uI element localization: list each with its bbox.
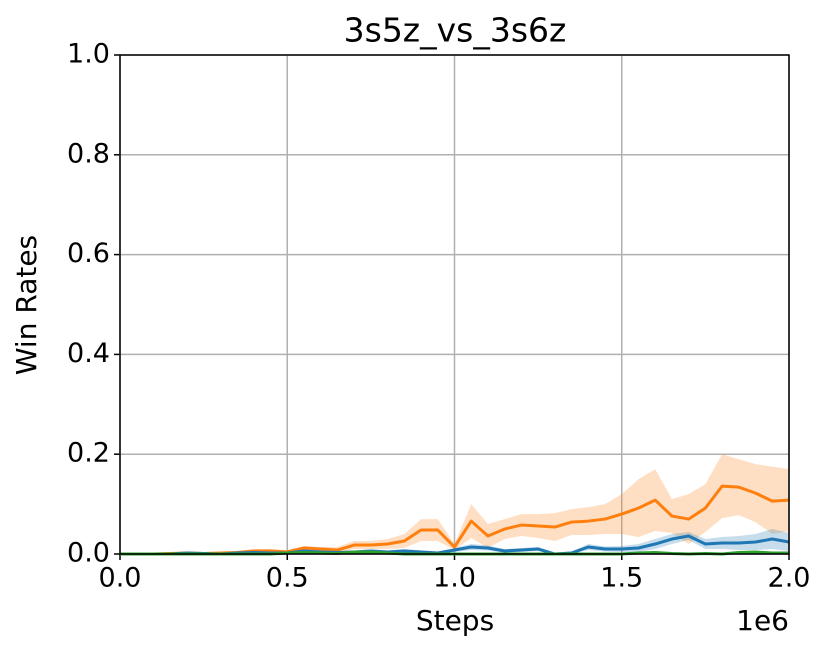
x-tick-label: 0.5 [266, 563, 309, 594]
chart-title: 3s5z_vs_3s6z [344, 11, 567, 50]
x-tick-label: 1.5 [600, 563, 643, 594]
x-tick-label: 1.0 [433, 563, 476, 594]
y-tick-label: 0.0 [67, 538, 110, 569]
x-offset-label: 1e6 [736, 604, 789, 637]
confidence-band [120, 454, 789, 554]
y-tick-label: 0.2 [67, 438, 110, 469]
y-tick-label: 0.8 [67, 138, 110, 169]
y-tick-label: 1.0 [67, 39, 110, 70]
x-tick-label: 2.0 [768, 563, 811, 594]
x-axis-label: Steps [416, 604, 494, 637]
y-tick-label: 0.6 [67, 238, 110, 269]
y-axis-label: Win Rates [10, 235, 43, 375]
x-tick-label: 0.0 [99, 563, 142, 594]
plot-frame [119, 54, 790, 555]
y-tick-label: 0.4 [67, 338, 110, 369]
